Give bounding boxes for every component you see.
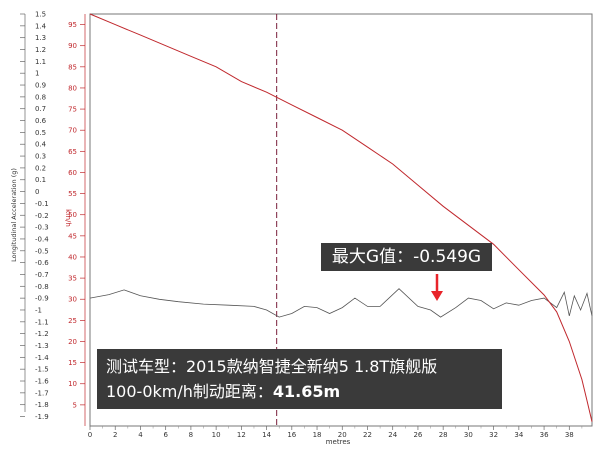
accel-tick-label: 0.5 — [35, 129, 46, 137]
max-g-text: 最大G值：-0.549G — [331, 247, 482, 267]
x-tick-label: 36 — [540, 431, 549, 439]
accel-tick-label: 1.1 — [35, 58, 46, 66]
x-tick-label: 32 — [489, 431, 498, 439]
x-tick-label: 10 — [212, 431, 221, 439]
left-axis: 1.5 1.4 1.3 1.2 1.1 1 0.9 0.8 0.7 0.6 0.5 0.4 0.3 0.2… — [20, 11, 49, 421]
speed-tick-label: 35 — [68, 275, 77, 283]
right-axis-label: km/h — [64, 209, 72, 227]
accel-tick-label: 0.3 — [35, 153, 46, 161]
accel-tick-label: -0.1 — [35, 200, 49, 208]
x-tick-label: 26 — [413, 431, 422, 439]
accel-tick-label: 0.8 — [35, 93, 46, 101]
x-tick-label: 18 — [313, 431, 322, 439]
accel-tick-label: -1.6 — [35, 378, 49, 386]
x-tick-label: 8 — [189, 431, 193, 439]
accel-tick-label: 1.5 — [35, 11, 46, 19]
accel-tick-label: -0.7 — [35, 271, 49, 279]
accel-tick-label: -0.2 — [35, 212, 49, 220]
accel-tick-label: 0.7 — [35, 105, 46, 113]
accel-tick-label: 0.9 — [35, 82, 46, 90]
speed-tick-label: 20 — [68, 338, 77, 346]
x-tick-label: 22 — [363, 431, 372, 439]
right-axis: 95 90 85 80 75 70 65 60 55 50 45 40 35 30 25 20 15 10 5 — [68, 14, 86, 426]
accel-tick-label: 0.1 — [35, 176, 46, 184]
speed-tick-label: 60 — [68, 169, 77, 177]
speed-tick-label: 25 — [68, 317, 77, 325]
x-tick-label: 20 — [338, 431, 347, 439]
braking-distance-label: 100-0km/h制动距离： — [106, 382, 273, 401]
x-tick-label: 2 — [113, 431, 117, 439]
speed-tick-label: 80 — [68, 84, 77, 92]
left-axis-label: Longitudinal Acceleration (g) — [10, 168, 18, 262]
accel-tick-label: -0.6 — [35, 259, 49, 267]
accel-tick-label: 0.2 — [35, 164, 46, 172]
speed-tick-label: 65 — [68, 148, 77, 156]
accel-tick-label: 0.4 — [35, 141, 47, 149]
x-tick-label: 14 — [262, 431, 271, 439]
test-info-box: 测试车型：2015款纳智捷全新纳5 1.8T旗舰版 100-0km/h制动距离：… — [97, 349, 502, 409]
accel-tick-label: -0.3 — [35, 224, 49, 232]
speed-tick-label: 70 — [68, 127, 77, 135]
speed-tick-label: 10 — [68, 380, 77, 388]
x-tick-label: 0 — [88, 431, 92, 439]
speed-tick-label: 95 — [68, 21, 77, 29]
accel-tick-label: -0.9 — [35, 295, 49, 303]
x-tick-label: 16 — [287, 431, 296, 439]
x-tick-label: 4 — [138, 431, 143, 439]
speed-tick-label: 75 — [68, 106, 77, 114]
accel-tick-label: 1 — [35, 70, 39, 78]
x-tick-label: 34 — [514, 431, 523, 439]
max-g-callout: 最大G值：-0.549G — [321, 243, 492, 271]
accel-tick-label: -1.8 — [35, 401, 49, 409]
accel-tick-label: -0.8 — [35, 283, 49, 291]
accel-tick-label: 0.6 — [35, 117, 47, 125]
x-tick-label: 24 — [388, 431, 397, 439]
x-tick-label: 30 — [464, 431, 473, 439]
accel-tick-label: -1 — [35, 306, 42, 314]
accel-series-line — [89, 288, 593, 318]
x-tick-label: 28 — [439, 431, 448, 439]
braking-distance-line: 100-0km/h制动距离：41.65m — [106, 379, 502, 404]
x-tick-label: 6 — [163, 431, 168, 439]
accel-tick-label: 1.4 — [35, 22, 47, 30]
speed-tick-label: 55 — [68, 190, 77, 198]
speed-tick-label: 5 — [73, 401, 77, 409]
x-tick-label: 12 — [237, 431, 246, 439]
accel-tick-label: -1.4 — [35, 354, 49, 362]
speed-tick-label: 85 — [68, 63, 77, 71]
x-tick-label: 38 — [565, 431, 574, 439]
accel-tick-label: 1.2 — [35, 46, 46, 54]
accel-tick-label: -0.4 — [35, 235, 49, 243]
accel-tick-label: -1.2 — [35, 330, 49, 338]
speed-tick-label: 90 — [68, 42, 77, 50]
max-g-arrow — [431, 274, 443, 301]
speed-tick-label: 15 — [68, 359, 77, 367]
accel-tick-label: 1.3 — [35, 34, 46, 42]
accel-tick-label: 0 — [35, 188, 39, 196]
speed-tick-label: 40 — [68, 253, 77, 261]
test-model-line: 测试车型：2015款纳智捷全新纳5 1.8T旗舰版 — [106, 357, 438, 376]
speed-tick-label: 50 — [68, 211, 77, 219]
accel-tick-label: -1.7 — [35, 389, 49, 397]
x-axis: 0 2 4 6 8 10 12 14 16 18 20 22 24 26 28 30 32 34 36 38 — [88, 426, 583, 439]
speed-series-line — [89, 13, 593, 422]
x-axis-label: metres — [326, 438, 351, 446]
speed-tick-label: 30 — [68, 296, 77, 304]
accel-tick-label: -1.1 — [35, 318, 49, 326]
accel-tick-label: -1.3 — [35, 342, 49, 350]
accel-tick-label: -0.5 — [35, 247, 49, 255]
accel-tick-label: -1.5 — [35, 366, 49, 374]
speed-tick-label: 45 — [68, 232, 77, 240]
accel-tick-label: -1.9 — [35, 413, 49, 421]
braking-distance-value: 41.65m — [272, 382, 341, 401]
